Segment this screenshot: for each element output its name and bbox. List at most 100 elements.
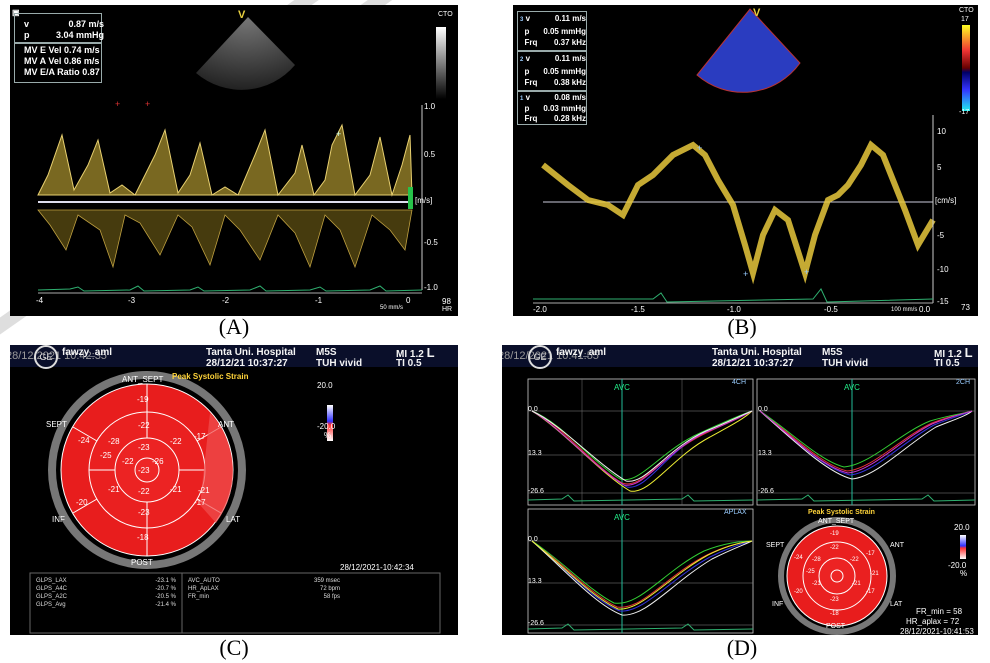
plot-4ch bbox=[527, 378, 754, 506]
x-tick: -2.0 bbox=[533, 305, 547, 314]
segment-value: -19 bbox=[137, 395, 149, 404]
strain-color-bar bbox=[327, 405, 333, 441]
measurement-box bbox=[517, 51, 587, 91]
segment-value: -21 bbox=[812, 581, 821, 587]
segment-value: -28 bbox=[108, 437, 120, 446]
metric-key: GLPS_Avg bbox=[36, 602, 66, 608]
y-tick: -10 bbox=[937, 265, 949, 274]
label-post: POST bbox=[131, 558, 153, 567]
segment-value: -21 bbox=[198, 486, 210, 495]
exam-datetime: 28/12/21 10:37:27 bbox=[206, 358, 288, 369]
scale-top: 20.0 bbox=[954, 523, 970, 532]
tdi-color-bar bbox=[962, 25, 970, 111]
cursor-marker: + bbox=[697, 143, 702, 153]
label-sept: SEPT bbox=[766, 542, 785, 549]
metric-key: AVC_AUTO bbox=[188, 578, 220, 584]
segment-value: -20 bbox=[794, 589, 803, 595]
x-tick: 0.0 bbox=[919, 305, 931, 314]
view-label-aplax: APLAX bbox=[724, 509, 747, 516]
segment-value: -23 bbox=[138, 443, 150, 452]
panel-a-graphics: + + + bbox=[37, 17, 446, 294]
segment-value: -18 bbox=[137, 533, 149, 542]
unit-label: [cm/s] bbox=[935, 196, 957, 205]
scale-unit: % bbox=[960, 569, 968, 578]
hr-aplax: HR_aplax = 72 bbox=[906, 617, 960, 626]
tdi-velocity-trace bbox=[541, 140, 936, 285]
segment-value: -25 bbox=[100, 451, 112, 460]
view-label-4ch: 4CH bbox=[732, 379, 747, 386]
label-post: POST bbox=[826, 623, 846, 630]
segment-value: -28 bbox=[812, 557, 821, 563]
panel-a-sidebar: ▣ bbox=[12, 7, 20, 18]
segment-value: -26 bbox=[152, 457, 164, 466]
label-ant-sept: ANT_SEPT bbox=[818, 518, 855, 525]
metric-value: 359 msec bbox=[313, 578, 340, 584]
echo-sector-image bbox=[196, 17, 295, 90]
caption-d: (D) bbox=[726, 635, 758, 660]
hr-value: 98 bbox=[442, 297, 451, 306]
y-tick: 0.5 bbox=[424, 150, 436, 159]
segment-value: -24 bbox=[78, 436, 90, 445]
header-bar bbox=[10, 345, 458, 367]
label-inf: INF bbox=[772, 601, 784, 608]
ecg-trace bbox=[37, 285, 423, 292]
y-tick: 0.0 bbox=[528, 406, 538, 413]
caption-c: (C) bbox=[219, 635, 249, 660]
colorbar-bottom-label: -17 bbox=[959, 109, 970, 116]
segment-value: -25 bbox=[806, 569, 815, 575]
panel-a-doppler: + + + ▣ v 0.87 m/s p 3.04 mmHg MV E Vel 0.… bbox=[10, 5, 458, 316]
metric-value: 72 bpm bbox=[319, 586, 340, 592]
y-tick: 13.3 bbox=[528, 578, 542, 585]
x-tick: 0 bbox=[406, 296, 411, 305]
segment-value: -17 bbox=[194, 432, 206, 441]
strain-color-bar bbox=[960, 535, 966, 559]
segment-value: -24 bbox=[794, 555, 803, 561]
metrics-right-table: AVC_AUTO 359 msec HR_ApLAX 72 bpm FR_min 58… bbox=[184, 577, 344, 601]
sweep-speed: 50 mm/s bbox=[380, 305, 404, 311]
measure-v-row: v 0.87 m/s bbox=[24, 19, 104, 29]
y-tick: -0.5 bbox=[424, 238, 438, 247]
label-ant: ANT bbox=[890, 542, 904, 549]
mv-ea-ratio-row: MV E/A Ratio 0.87 bbox=[24, 67, 100, 77]
x-tick: -3 bbox=[128, 296, 136, 305]
panel-d-strain-curves: 28/12/2021 10:41:55 GE fawzy_aml Tanta U… bbox=[502, 345, 978, 635]
y-tick: -26.6 bbox=[758, 488, 774, 495]
metric-key: GLPS_A2C bbox=[36, 594, 68, 600]
metrics-left-table: GLPS_LAX -23.1 % GLPS_A4C -20.7 % GLPS_A2C… bbox=[32, 577, 180, 609]
segment-value: -22 bbox=[138, 421, 150, 430]
segment-value: -22 bbox=[170, 437, 182, 446]
measurement-list: v 0.87 m/s p 3.04 mmHg MV E Vel 0.74 m/s M… bbox=[24, 19, 104, 78]
v-marker: V bbox=[238, 9, 246, 21]
hr-label: HR bbox=[442, 306, 453, 313]
segment-value: -22 bbox=[830, 545, 839, 551]
y-tick: 13.3 bbox=[758, 450, 772, 457]
tdi-group-1: 1 v 0.08 m/s p 0.03 mmHg Frq 0.28 kHz bbox=[520, 93, 586, 123]
ti-value: TI 0.5 bbox=[934, 358, 960, 369]
segment-value: -21 bbox=[870, 571, 879, 577]
view-label-2ch: 2CH bbox=[956, 379, 971, 386]
probe-name: M5S bbox=[316, 347, 337, 358]
y-tick: 5 bbox=[937, 163, 942, 172]
bullseye-apex bbox=[134, 457, 160, 483]
system-name: TUH vivid bbox=[316, 358, 363, 369]
avc-label: AVC bbox=[614, 383, 630, 392]
scale-marker bbox=[408, 187, 413, 209]
mv-a-vel-row: MV A Vel 0.86 m/s bbox=[24, 56, 100, 66]
y-tick: -26.6 bbox=[528, 488, 544, 495]
system-name: TUH vivid bbox=[822, 358, 869, 369]
measurement-box bbox=[14, 13, 102, 43]
mv-e-vel-row: MV E Vel 0.74 m/s bbox=[24, 45, 100, 55]
y-tick: 1.0 bbox=[424, 102, 436, 111]
panel-c-bullseye: 28/12/2021 10:42:35 GE fawzy_aml Tanta U… bbox=[10, 345, 458, 635]
segment-value: -23 bbox=[830, 597, 839, 603]
metric-key: FR_min bbox=[188, 594, 210, 600]
segment-value: -20 bbox=[76, 498, 88, 507]
metric-value: -21.4 % bbox=[155, 602, 176, 608]
caption-b: (B) bbox=[727, 314, 757, 339]
avc-label: AVC bbox=[844, 383, 860, 392]
ti-value: TI 0.5 bbox=[396, 358, 422, 369]
footer-date: 28/12/2021-10:41:53 bbox=[900, 627, 974, 635]
cto-label: CTO bbox=[959, 7, 974, 14]
scale-bottom: -20.0 bbox=[317, 422, 336, 431]
x-tick: -1 bbox=[315, 296, 323, 305]
